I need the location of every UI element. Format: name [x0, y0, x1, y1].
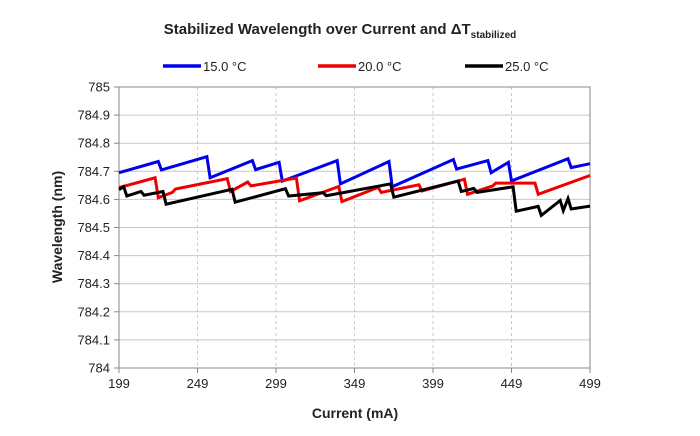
- chart-title-main: Stabilized Wavelength over Current and Δ…: [164, 21, 471, 38]
- y-tick-label: 784.7: [77, 164, 110, 179]
- x-tick-label: 499: [579, 376, 601, 391]
- x-tick-label: 449: [501, 376, 523, 391]
- y-axis-label: Wavelength (nm): [49, 171, 65, 283]
- x-tick-label: 299: [265, 376, 287, 391]
- y-tick-label: 784.8: [77, 136, 110, 151]
- x-tick-label: 399: [422, 376, 444, 391]
- y-tick-label: 784.1: [77, 332, 110, 347]
- legend-label-2: 20.0 °C: [358, 59, 402, 74]
- plot-border: [118, 86, 591, 369]
- series-line-3: [118, 179, 591, 218]
- plot-area: 784 784.1 784.2 784.3 784.4 784.5 784.6 784.7 78…: [77, 80, 600, 392]
- y-tick-label: 784.2: [77, 304, 110, 319]
- x-axis-label: Current (mA): [312, 405, 398, 421]
- y-tick-label: 784.6: [77, 192, 110, 207]
- y-tick-label: 784.4: [77, 248, 110, 263]
- series-line-1: [118, 154, 591, 189]
- legend-label-3: 25.0 °C: [505, 59, 549, 74]
- x-tick-label: 249: [187, 376, 209, 391]
- legend: 15.0 °C 20.0 °C 25.0 °C: [163, 59, 549, 74]
- chart-title-subscript: stabilized: [471, 30, 517, 41]
- y-tick-label: 784.9: [77, 108, 110, 123]
- y-tick-label: 784.5: [77, 220, 110, 235]
- chart-title: Stabilized Wavelength over Current and Δ…: [164, 21, 517, 41]
- legend-label-1: 15.0 °C: [203, 59, 247, 74]
- y-tick-label: 785: [88, 80, 110, 95]
- y-tick-label: 784: [88, 361, 110, 376]
- x-tick-label: 199: [108, 376, 130, 391]
- x-tick-label: 349: [344, 376, 366, 391]
- y-tick-label: 784.3: [77, 276, 110, 291]
